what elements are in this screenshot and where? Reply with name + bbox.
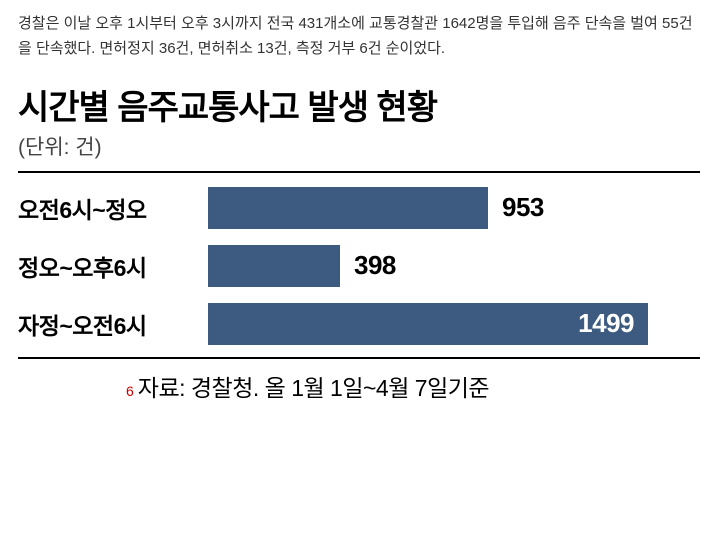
chart-row: 오전6시~정오 953	[18, 187, 700, 229]
chart-row: 정오~오후6시 398	[18, 245, 700, 287]
source-marker-icon: 6	[126, 383, 134, 399]
chart-bar-value: 1499	[208, 303, 648, 345]
chart-unit: (단위: 건)	[18, 131, 700, 161]
chart-row-label: 자정~오전6시	[18, 307, 208, 341]
chart-source-row: 6 자료: 경찰청. 올 1월 1일~4월 7일기준	[18, 369, 700, 403]
chart-bar-wrap: 398	[208, 245, 700, 287]
chart-rows: 오전6시~정오 953 정오~오후6시 398 자정~오전6시1499	[18, 171, 700, 359]
chart-bar-wrap: 1499	[208, 303, 700, 345]
chart-row-label: 오전6시~정오	[18, 191, 208, 225]
chart-row-label: 정오~오후6시	[18, 249, 208, 283]
chart-row: 자정~오전6시1499	[18, 303, 700, 345]
chart-bar-wrap: 953	[208, 187, 700, 229]
chart-bar-value: 953	[502, 192, 544, 223]
chart-bar-value: 398	[354, 250, 396, 281]
chart-bar	[208, 187, 488, 229]
chart-bar	[208, 245, 340, 287]
article-paragraph: 경찰은 이날 오후 1시부터 오후 3시까지 전국 431개소에 교통경찰관 1…	[18, 12, 700, 62]
chart-title: 시간별 음주교통사고 발생 현황	[18, 80, 700, 129]
chart-source: 자료: 경찰청. 올 1월 1일~4월 7일기준	[138, 369, 489, 403]
chart-bar: 1499	[208, 303, 648, 345]
